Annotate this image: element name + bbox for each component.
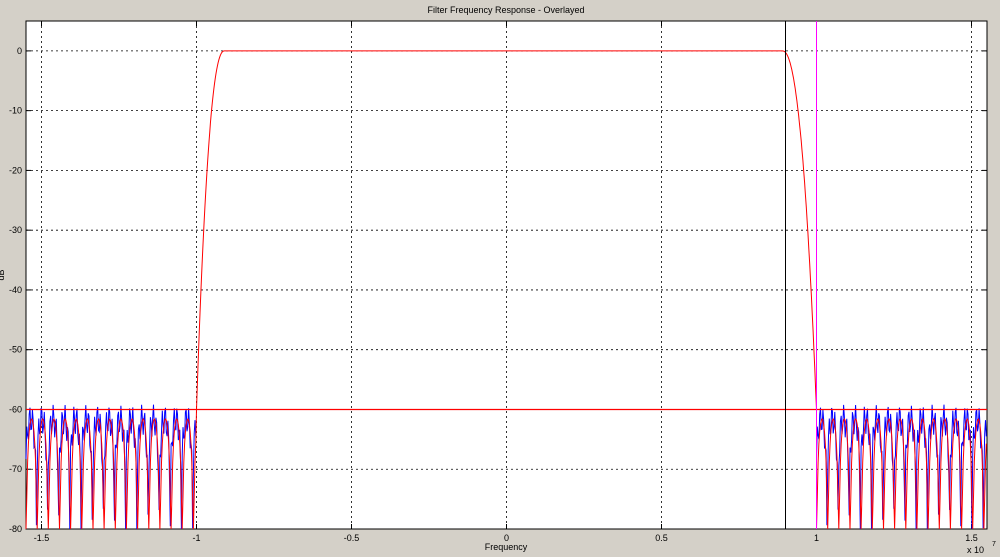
y-tick-label: -30 [9, 225, 22, 235]
x-tick-label: -1.5 [34, 533, 50, 543]
x-tick-label: 1 [814, 533, 819, 543]
series-group [25, 50, 987, 530]
plot-area [25, 20, 988, 530]
x-tick-label: 0.5 [655, 533, 668, 543]
tick-labels: -1.5 -1 -0.5 0 0.5 1 1.5 0 -10 -20 -30 -40 -50 -60 -70… [9, 46, 978, 543]
y-tick-label: -50 [9, 345, 22, 355]
y-tick-label: -20 [9, 165, 22, 175]
x-tick-label: -0.5 [344, 533, 360, 543]
reference-lines [26, 21, 987, 529]
series-red-response [25, 50, 987, 530]
x-exponent-power: 7 [992, 541, 996, 548]
y-tick-label: -40 [9, 285, 22, 295]
x-exponent-label: x 10 [967, 545, 984, 555]
y-axis-label: dB [0, 269, 6, 280]
x-tick-label: 1.5 [965, 533, 978, 543]
y-tick-label: -80 [9, 524, 22, 534]
y-tick-label: -10 [9, 106, 22, 116]
chart-title: Filter Frequency Response - Overlayed [427, 5, 584, 15]
y-tick-label: -70 [9, 464, 22, 474]
x-tick-label: 0 [504, 533, 509, 543]
x-tick-label: -1 [192, 533, 200, 543]
y-tick-label: 0 [17, 46, 22, 56]
y-tick-label: -60 [9, 404, 22, 414]
x-axis-label: Frequency [485, 542, 528, 552]
